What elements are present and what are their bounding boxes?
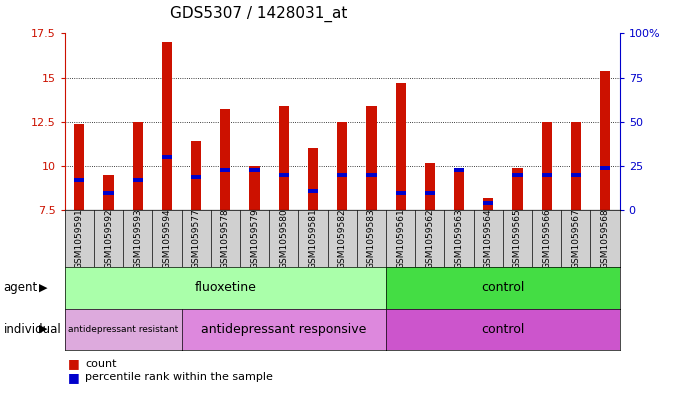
Bar: [366, 173, 377, 177]
Bar: [133, 122, 143, 210]
Bar: [425, 191, 435, 195]
Bar: [512, 173, 522, 177]
Bar: [454, 168, 464, 171]
Bar: [308, 189, 318, 193]
Bar: [162, 42, 172, 210]
Text: GSM1059581: GSM1059581: [308, 208, 317, 269]
Bar: [512, 168, 522, 210]
Bar: [191, 141, 202, 210]
Bar: [279, 106, 289, 210]
Bar: [337, 173, 347, 177]
Text: agent: agent: [3, 281, 37, 294]
Bar: [249, 166, 259, 210]
Bar: [220, 168, 230, 171]
Bar: [133, 178, 143, 182]
Bar: [337, 122, 347, 210]
Text: GSM1059593: GSM1059593: [133, 208, 142, 269]
Text: control: control: [481, 323, 524, 336]
Bar: [483, 201, 493, 205]
Text: control: control: [481, 281, 524, 294]
Text: antidepressant responsive: antidepressant responsive: [201, 323, 366, 336]
Text: GSM1059583: GSM1059583: [367, 208, 376, 269]
Bar: [483, 198, 493, 210]
Text: GSM1059580: GSM1059580: [279, 208, 288, 269]
Bar: [425, 163, 435, 210]
Bar: [600, 166, 610, 170]
Text: GSM1059566: GSM1059566: [542, 208, 551, 269]
Text: GSM1059561: GSM1059561: [396, 208, 405, 269]
Bar: [308, 148, 318, 210]
Bar: [74, 178, 84, 182]
Text: ▶: ▶: [39, 324, 47, 334]
Text: GSM1059591: GSM1059591: [75, 208, 84, 269]
Text: GSM1059563: GSM1059563: [454, 208, 464, 269]
Text: percentile rank within the sample: percentile rank within the sample: [85, 372, 273, 382]
Text: GDS5307 / 1428031_at: GDS5307 / 1428031_at: [170, 6, 347, 22]
Bar: [74, 123, 84, 210]
Text: individual: individual: [3, 323, 61, 336]
Text: GSM1059577: GSM1059577: [191, 208, 201, 269]
Bar: [541, 122, 552, 210]
Text: GSM1059579: GSM1059579: [250, 208, 259, 269]
Text: count: count: [85, 358, 116, 369]
Bar: [396, 191, 406, 195]
Text: fluoxetine: fluoxetine: [194, 281, 256, 294]
Text: ■: ■: [68, 357, 80, 370]
Bar: [104, 191, 114, 195]
Text: GSM1059592: GSM1059592: [104, 208, 113, 269]
Bar: [396, 83, 406, 210]
Text: GSM1059567: GSM1059567: [571, 208, 580, 269]
Text: GSM1059565: GSM1059565: [513, 208, 522, 269]
Bar: [279, 173, 289, 177]
Text: ■: ■: [68, 371, 80, 384]
Bar: [571, 173, 581, 177]
Bar: [454, 169, 464, 210]
Bar: [220, 109, 230, 210]
Text: GSM1059562: GSM1059562: [426, 208, 434, 269]
Text: antidepressant resistant: antidepressant resistant: [68, 325, 178, 334]
Bar: [541, 173, 552, 177]
Text: GSM1059582: GSM1059582: [338, 208, 347, 269]
Bar: [191, 175, 202, 178]
Text: GSM1059568: GSM1059568: [601, 208, 609, 269]
Bar: [249, 168, 259, 171]
Bar: [600, 70, 610, 210]
Bar: [162, 155, 172, 159]
Bar: [104, 175, 114, 210]
Text: GSM1059564: GSM1059564: [484, 208, 493, 269]
Text: GSM1059578: GSM1059578: [221, 208, 230, 269]
Text: ▶: ▶: [39, 283, 47, 293]
Text: GSM1059594: GSM1059594: [163, 208, 172, 269]
Bar: [366, 106, 377, 210]
Bar: [571, 122, 581, 210]
